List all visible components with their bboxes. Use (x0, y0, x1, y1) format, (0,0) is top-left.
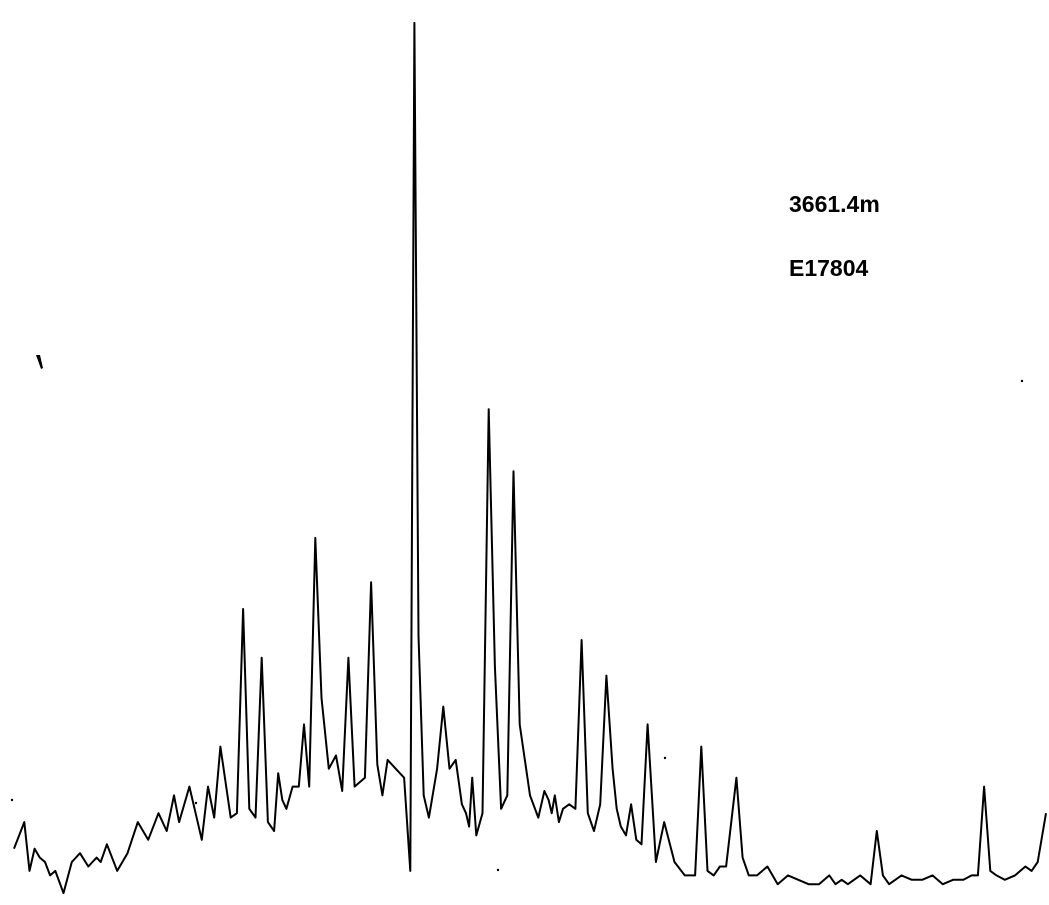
sample-id-annotation: E17804 (789, 255, 869, 281)
depth-annotation: 3661.4m (789, 191, 880, 217)
scan-mark (36, 355, 43, 369)
series-line (13, 21, 1047, 895)
scan-dot (1020, 379, 1024, 383)
scan-dot (663, 756, 667, 760)
scan-dot (496, 868, 500, 872)
trace-layer (13, 21, 1047, 895)
scan-dot (10, 798, 14, 802)
scan-dot (194, 801, 198, 805)
